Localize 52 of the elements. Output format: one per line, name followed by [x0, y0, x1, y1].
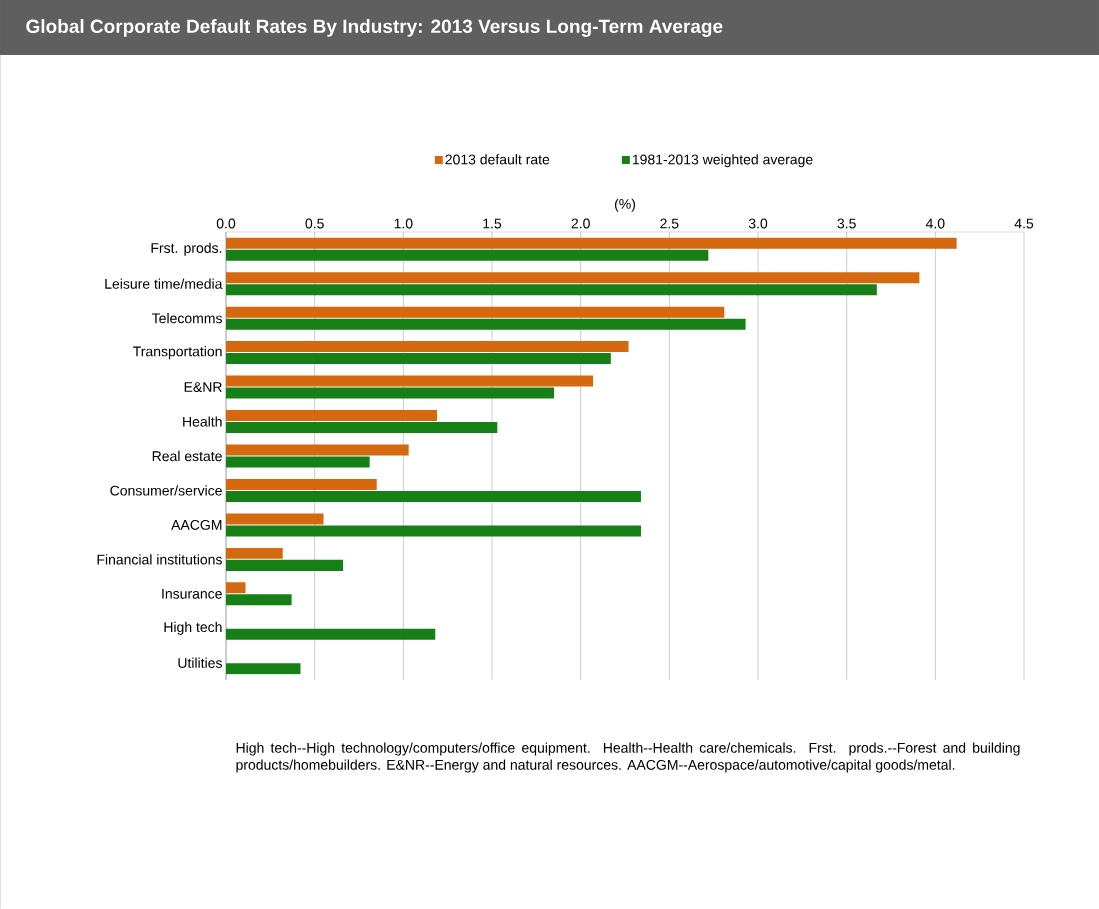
x-tick-label: 4.0	[925, 218, 945, 229]
bar	[226, 490, 641, 502]
bar	[226, 353, 611, 365]
x-tick-label: 2.0	[571, 218, 590, 229]
y-tick-label: Transportation	[133, 346, 222, 360]
bar	[226, 272, 920, 284]
bar	[226, 559, 344, 571]
legend-label: 1981-2013 weighted average	[632, 154, 813, 168]
y-tick-label: Health	[183, 416, 222, 427]
y-tick-label: E&NR	[184, 382, 222, 392]
bar	[226, 422, 498, 434]
bar	[226, 387, 555, 399]
y-tick-label: AACGM	[171, 519, 222, 530]
bar	[226, 410, 438, 422]
bar	[226, 594, 292, 606]
y-tick-label: Telecomms	[152, 313, 222, 324]
bar	[226, 628, 436, 640]
x-tick-label: 0.0	[216, 218, 236, 229]
bar	[226, 318, 746, 330]
y-tick-label: High tech	[164, 621, 222, 635]
chart-title: Global Corporate Default Rates By Industry: 2013 Versus Long-Term Average	[26, 19, 723, 37]
x-tick-label: 2.5	[660, 218, 679, 229]
x-tick-label: 3.5	[837, 218, 856, 229]
text: High tech--High technology/computers/office equipment. Health--Health care/chemicals. Frst. prods.--Forest and building products/homebuilders. E&NR--Energy and natural resources. AACGM--Aerospace/automotive/capital goods/metal.	[236, 742, 1020, 773]
bar	[226, 341, 629, 353]
bar	[226, 237, 957, 249]
y-tick-label: Consumer/service	[110, 485, 222, 496]
bar	[226, 306, 725, 318]
bar	[226, 525, 641, 537]
bar	[226, 582, 246, 594]
x-tick-label: 3.0	[748, 218, 768, 229]
bar	[226, 456, 370, 468]
y-tick-label: Leisure time/media	[105, 278, 223, 289]
x-tick-label: 1.5	[483, 218, 502, 229]
bar	[226, 249, 709, 261]
x-axis-title: (%)	[614, 198, 636, 212]
bar	[226, 478, 377, 490]
bar	[226, 375, 594, 387]
legend-label: 2013 default rate	[445, 154, 550, 165]
bar	[226, 663, 301, 675]
y-tick-label: Frst. prods.	[151, 242, 222, 256]
bar	[226, 284, 877, 296]
y-tick-label: Financial institutions	[97, 554, 222, 565]
bar	[226, 547, 283, 559]
x-tick-label: 1.0	[394, 218, 413, 229]
x-tick-label: 0.5	[305, 218, 324, 229]
y-tick-label: Insurance	[162, 588, 222, 599]
x-tick-label: 4.5	[1014, 218, 1034, 229]
bar	[226, 444, 409, 456]
y-tick-label: Utilities	[178, 657, 222, 668]
y-tick-label: Real estate	[152, 450, 222, 462]
bar	[226, 513, 324, 525]
